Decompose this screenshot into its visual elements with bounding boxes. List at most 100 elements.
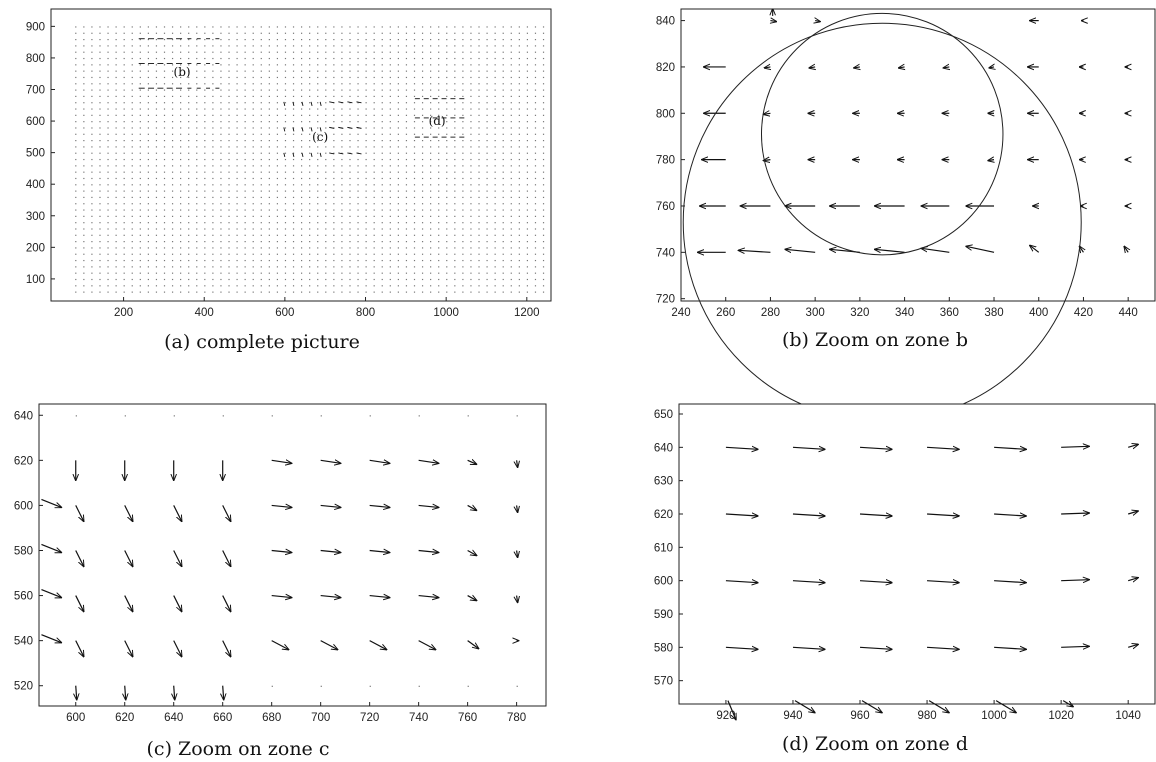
vector-dot <box>309 114 311 116</box>
vector-dot <box>510 259 512 262</box>
vector-dot <box>486 146 488 148</box>
vector-dot <box>188 177 190 180</box>
vector-dot <box>171 57 174 60</box>
vector-dot <box>462 203 464 205</box>
vector-dot <box>276 209 279 211</box>
vector-dot <box>438 209 440 211</box>
vector-dot <box>260 146 262 148</box>
zone-arrow <box>329 126 335 129</box>
vector-dot <box>320 415 322 417</box>
vector-dot <box>478 64 480 66</box>
vector-dot <box>317 158 319 161</box>
vector-dot <box>204 177 206 180</box>
vector-dot <box>204 203 206 205</box>
vector-dot <box>373 38 375 41</box>
vector-dot <box>486 158 488 161</box>
vector-dot <box>83 259 85 262</box>
y-tick-label: 540 <box>14 636 33 648</box>
vector-dot <box>365 51 367 53</box>
vector-dot <box>470 158 472 161</box>
vector-dot <box>99 32 101 34</box>
vector-dot <box>147 228 149 230</box>
vector-dot <box>389 140 391 142</box>
vector-dot <box>341 70 343 72</box>
vector-dot <box>139 146 141 148</box>
vector-dot <box>526 196 529 199</box>
vector-dot <box>357 95 359 98</box>
vector-dot <box>510 127 512 129</box>
vector-dot <box>91 121 93 123</box>
panel-b-zoom-zone-b: 240 260 280 300 320 340 360 380 400 420 440 720740… <box>656 9 1156 422</box>
vector-dot <box>284 190 287 192</box>
vector-dot <box>526 177 529 180</box>
vector-dot <box>397 95 399 98</box>
vector-dot <box>196 222 198 224</box>
vector-dot <box>228 70 230 72</box>
x-tick-label: 440 <box>1119 307 1138 319</box>
vector-dot <box>373 272 375 274</box>
vector-dot <box>131 76 133 79</box>
vector-dot <box>389 272 391 274</box>
vector-dot <box>301 184 303 186</box>
vector-dot <box>381 70 383 72</box>
vector-dot <box>478 102 480 104</box>
vector-dot <box>486 127 488 129</box>
vector-dot <box>155 89 158 91</box>
vector-dot <box>188 76 190 79</box>
vector-dot <box>301 247 303 249</box>
vector-dot <box>268 57 270 60</box>
vector-dot <box>83 76 85 79</box>
vector-dot <box>268 102 270 104</box>
vector-dot <box>155 165 158 167</box>
vector-dot <box>542 266 545 268</box>
vector-dot <box>462 228 464 230</box>
vector-dot <box>196 203 198 205</box>
vector-dot <box>196 266 198 268</box>
vector-arrow <box>792 647 825 649</box>
vector-dot <box>260 209 262 211</box>
panel-c-caption: (c) Zoom on zone c <box>147 738 330 760</box>
vector-arrow <box>738 250 771 252</box>
vector-dot <box>188 215 190 217</box>
vector-dot <box>317 64 319 66</box>
vector-dot <box>510 133 512 135</box>
vector-dot <box>365 203 367 205</box>
vector-dot <box>502 222 504 224</box>
vector-dot <box>268 158 270 161</box>
vector-dot <box>228 133 230 135</box>
vector-dot <box>131 70 133 72</box>
vector-arrow <box>369 550 390 552</box>
vector-dot <box>180 32 182 34</box>
vector-dot <box>83 272 85 274</box>
vector-dot <box>421 285 424 287</box>
vector-dot <box>510 102 512 104</box>
vector-dot <box>123 253 125 255</box>
vector-dot <box>212 266 214 268</box>
vector-dot <box>389 259 391 262</box>
vector-dot <box>365 291 367 293</box>
vector-dot <box>526 76 529 79</box>
vector-dot <box>155 64 158 66</box>
vector-dot <box>163 102 166 104</box>
vector-dot <box>131 184 133 186</box>
vector-dot <box>534 76 537 79</box>
vector-dot <box>494 26 496 28</box>
vector-arrow <box>320 596 341 598</box>
vector-dot <box>373 291 375 293</box>
vector-dot <box>333 278 335 281</box>
vector-dot <box>147 184 149 186</box>
vector-dot <box>470 285 472 287</box>
vector-dot <box>147 190 149 192</box>
y-tick-label: 400 <box>26 179 45 191</box>
vector-dot <box>75 222 77 224</box>
vector-dot <box>478 51 480 53</box>
vector-dot <box>413 114 416 116</box>
vector-dot <box>317 108 319 110</box>
vector-dot <box>446 209 448 211</box>
vector-dot <box>171 76 174 79</box>
vector-dot <box>155 38 158 41</box>
x-tick-label: 420 <box>1074 307 1093 319</box>
vector-dot <box>220 64 222 66</box>
vector-arrow <box>125 685 126 700</box>
vector-dot <box>405 121 408 123</box>
